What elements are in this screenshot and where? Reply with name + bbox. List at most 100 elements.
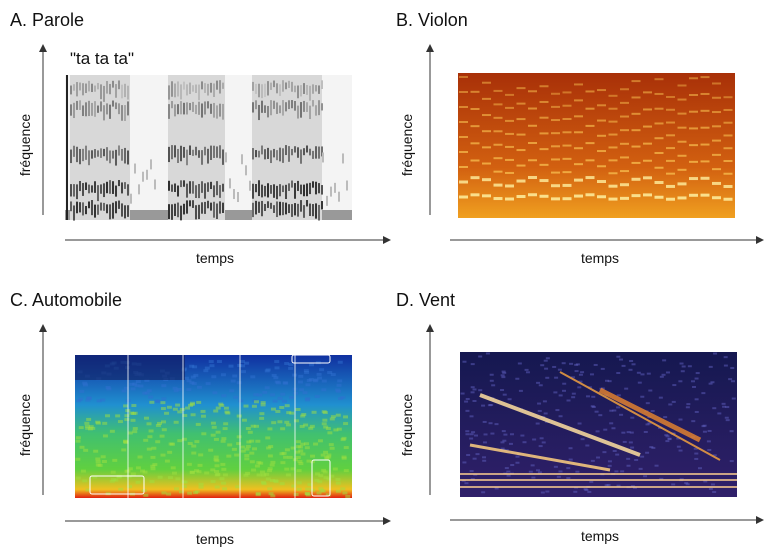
texture [222,82,224,89]
x-label: temps [196,531,234,547]
texture [150,159,152,170]
texture [168,180,170,191]
texture [636,371,641,374]
texture [462,461,467,464]
texture [293,391,299,395]
texture [201,81,203,90]
texture [70,201,72,212]
texture [723,364,728,367]
texture [121,182,123,194]
texture [201,150,203,165]
texture [222,183,224,192]
texture [115,414,121,418]
texture [297,203,299,217]
texture [88,100,90,117]
texture [330,415,336,419]
texture [646,372,651,375]
texture [558,394,563,397]
texture [321,388,327,392]
texture [530,464,535,467]
texture [615,453,620,456]
texture [558,415,563,418]
texture [325,426,331,430]
texture [267,183,269,198]
texture [104,414,110,418]
texture [146,447,152,451]
texture [314,478,320,482]
texture [626,464,631,467]
texture [210,181,212,190]
texture [258,461,264,465]
texture [540,364,545,367]
texture [323,450,329,454]
texture [591,395,596,398]
texture [222,473,228,477]
texture [106,80,108,94]
texture [166,492,172,496]
texture [294,146,296,153]
texture [135,380,141,384]
texture [132,430,138,434]
texture [607,464,612,467]
texture [123,440,129,444]
texture [195,146,197,156]
texture [82,381,88,385]
texture [177,202,179,218]
texture [566,399,571,402]
texture [680,370,685,373]
texture [204,101,206,115]
texture [520,434,525,437]
texture [146,169,148,180]
texture [221,437,227,441]
texture [243,404,249,408]
texture [312,181,314,188]
texture [537,471,542,474]
texture [300,200,302,212]
texture [183,203,185,215]
annotation: "ta ta ta" [70,49,134,68]
texture [651,446,656,449]
texture [261,184,263,198]
texture [260,401,266,405]
texture [267,467,273,471]
texture [220,462,226,466]
texture [297,180,299,191]
texture [155,423,161,427]
texture [214,459,220,463]
texture [252,148,254,160]
texture [594,410,599,413]
texture [706,440,711,443]
texture [662,359,667,362]
texture [211,375,217,379]
texture [214,470,220,474]
texture [316,372,322,376]
texture [324,457,330,461]
texture [500,441,505,444]
texture [712,407,717,410]
texture [334,182,336,193]
texture [300,102,302,118]
texture [127,150,129,165]
texture [503,433,508,436]
texture [168,204,170,220]
texture [161,397,167,401]
texture [214,464,220,468]
texture [500,374,505,377]
texture [219,185,221,198]
texture [86,417,92,421]
texture [135,466,141,470]
texture [616,484,621,487]
texture [494,423,499,426]
texture [583,488,588,491]
texture [112,181,114,194]
texture [138,384,144,388]
texture [168,85,170,100]
texture [127,431,133,435]
texture [309,105,311,120]
texture [76,100,78,110]
texture [276,102,278,114]
texture [189,470,195,474]
texture [284,404,290,408]
texture [192,200,194,208]
texture [466,454,471,457]
